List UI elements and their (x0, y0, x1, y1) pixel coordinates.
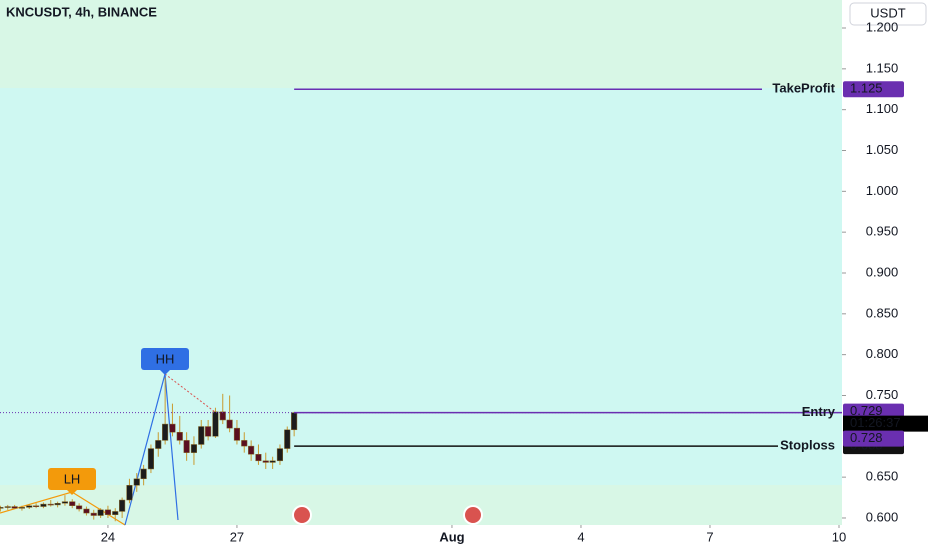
candle-body (54, 503, 61, 506)
candle-body (190, 444, 197, 453)
event-flag[interactable] (292, 505, 312, 525)
candle-body (104, 509, 111, 515)
candle-body (212, 411, 219, 437)
chart-title: KNCUSDT, 4h, BINANCE (6, 4, 157, 19)
candle-body (112, 511, 119, 515)
level-name: TakeProfit (772, 81, 835, 96)
y-tick-label: 0.750 (866, 387, 899, 402)
y-tick-label: 1.150 (866, 60, 899, 75)
x-tick-label: 10 (832, 529, 846, 544)
candle-body (26, 505, 33, 508)
pivot-link (164, 373, 216, 413)
candle-body (162, 423, 169, 441)
candle-body (255, 454, 262, 462)
pivot-label: LH (64, 471, 81, 486)
candle-body (0, 507, 4, 509)
last-price-label: 0.728 (850, 430, 883, 445)
price-box-label: 0.729 (850, 403, 883, 418)
y-tick-label: 0.900 (866, 264, 899, 279)
candle-body (226, 419, 233, 429)
x-tick-label: 27 (230, 529, 244, 544)
level-name: Entry (802, 404, 836, 419)
candle-body (269, 460, 276, 463)
y-tick-label: 0.650 (866, 469, 899, 484)
candle-body (40, 503, 47, 507)
countdown-box (843, 415, 928, 432)
y-tick-label: 0.800 (866, 346, 899, 361)
lower-zone (0, 485, 842, 525)
pivot-marker (141, 348, 189, 370)
upper-zone (0, 0, 842, 88)
currency-button[interactable] (849, 2, 927, 26)
candle-body (18, 507, 25, 509)
time-axis (0, 525, 842, 550)
candle-body (97, 509, 104, 516)
candle-body (33, 505, 40, 507)
candle-body (11, 506, 18, 509)
candle-body (176, 431, 183, 441)
candle-body (262, 460, 269, 463)
price-box (843, 81, 904, 98)
candle-body (276, 448, 283, 462)
candle-body (198, 426, 205, 445)
candle-body (83, 508, 90, 514)
candle-body (126, 485, 133, 501)
pivot-pointer (160, 370, 170, 375)
candle-body (169, 423, 176, 433)
y-tick-label: 1.100 (866, 101, 899, 116)
x-tick-label: 7 (706, 529, 713, 544)
candle-body (133, 478, 140, 486)
y-tick-label: 0.850 (866, 305, 899, 320)
y-tick-label: 0.950 (866, 224, 899, 239)
currency-label: USDT (870, 5, 905, 20)
candle-body (4, 506, 11, 508)
candle-body (90, 512, 97, 516)
candle-body (147, 448, 154, 470)
last-price-box (843, 430, 904, 447)
pivot-pointer (67, 490, 77, 495)
candle-body (284, 429, 291, 449)
candle-body (76, 505, 83, 510)
candle-body (155, 440, 162, 449)
pivot-marker (48, 468, 96, 490)
x-tick-label: 24 (101, 529, 115, 544)
y-tick-label: 1.200 (866, 19, 899, 34)
candle-body (47, 503, 54, 506)
candle-body (140, 468, 147, 480)
y-tick-label: 0.600 (866, 509, 899, 524)
level-name: Stoploss (780, 438, 835, 453)
candle-body (219, 411, 226, 421)
candle-body (241, 440, 248, 447)
event-flag[interactable] (463, 505, 483, 525)
candle-body (183, 440, 190, 453)
candle-body (205, 426, 212, 437)
candle-body (291, 412, 298, 431)
y-tick-label: 1.000 (866, 183, 899, 198)
countdown: 01:26:37 (850, 415, 901, 430)
candle-body (69, 501, 76, 506)
candle-body (248, 445, 255, 455)
y-tick-label: 1.050 (866, 142, 899, 157)
pivot-label: HH (156, 351, 175, 366)
candle-body (119, 499, 126, 512)
candle-body (233, 427, 240, 441)
price-box-label: 1.125 (850, 81, 883, 96)
candle-body (61, 501, 68, 504)
x-tick-label: 4 (577, 529, 584, 544)
x-tick-label: Aug (439, 529, 464, 544)
